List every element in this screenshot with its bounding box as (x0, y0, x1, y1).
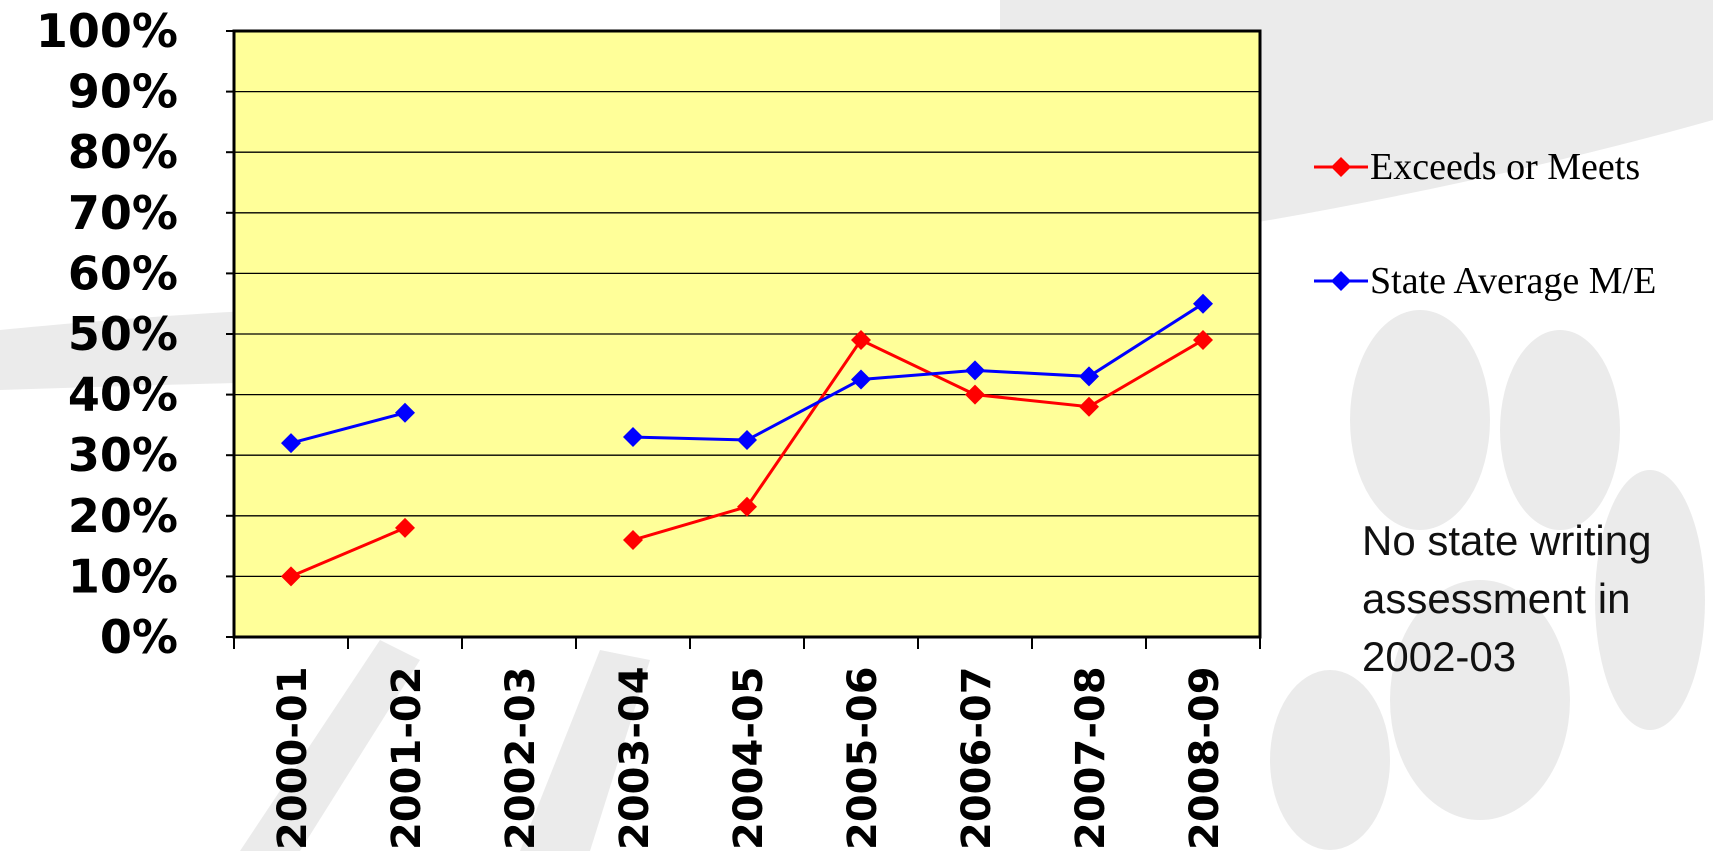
y-tick-label: 10% (68, 549, 178, 603)
y-tick-label: 100% (36, 4, 178, 58)
x-tick-label: 2004-05 (726, 666, 772, 850)
data-point (395, 517, 415, 538)
y-tick-label: 20% (68, 489, 178, 543)
annotation-note: No state writing assessment in 2002-03 (1362, 517, 1652, 680)
y-tick-label: 70% (68, 186, 178, 240)
y-tick-label: 80% (68, 125, 178, 179)
legend-item: Exceeds or Meets (1314, 146, 1640, 188)
series-line (632, 302, 1204, 442)
data-point (1079, 396, 1099, 417)
x-tick-label: 2006-07 (954, 666, 1000, 850)
data-point (1193, 293, 1213, 314)
x-axis-labels: 2000-01 2001-02 2002-03 2003-04 2004-05 2005-… (270, 666, 1228, 850)
gridlines (226, 30, 1260, 638)
x-tick-label: 2003-04 (612, 666, 658, 850)
x-tick-label: 2008-09 (1182, 666, 1228, 850)
y-tick-label: 90% (68, 65, 178, 119)
y-tick-label: 40% (68, 368, 178, 422)
data-point (737, 496, 757, 517)
plot-frame (232, 29, 1262, 639)
data-point (395, 402, 415, 423)
series-line (290, 526, 406, 578)
legend-label: State Average M/E (1370, 260, 1656, 302)
y-tick-label: 30% (68, 428, 178, 482)
legend: Exceeds or Meets State Average M/E (1314, 146, 1656, 302)
y-tick-label: 50% (68, 307, 178, 361)
data-point (623, 427, 643, 448)
data-point (623, 530, 643, 551)
series-line (632, 338, 1204, 542)
x-tick-label: 2007-08 (1068, 666, 1114, 850)
data-point (851, 330, 871, 351)
y-tick-label: 60% (68, 246, 178, 300)
data-point (737, 430, 757, 451)
x-tick-label: 2000-01 (270, 666, 316, 850)
series-state-average-m-e (281, 293, 1213, 454)
data-point (965, 360, 985, 381)
y-axis-labels: 0% 10% 20% 30% 40% 50% 60% 70% 80% 90% 100% (36, 4, 178, 664)
series-line (290, 411, 406, 445)
legend-marker (1331, 157, 1351, 177)
x-tick-label: 2001-02 (384, 666, 430, 850)
data-point (851, 369, 871, 390)
data-point (965, 384, 985, 405)
data-point (1193, 330, 1213, 351)
data-point (1079, 366, 1099, 387)
x-tick-label: 2002-03 (498, 666, 544, 850)
y-tick-label: 0% (100, 610, 178, 664)
legend-item: State Average M/E (1314, 260, 1656, 302)
x-tick-label: 2005-06 (840, 666, 886, 850)
data-point (281, 566, 301, 587)
legend-label: Exceeds or Meets (1370, 146, 1640, 188)
series-layer (281, 293, 1213, 587)
legend-marker (1331, 271, 1351, 291)
data-point (281, 433, 301, 454)
series-exceeds-or-meets (281, 330, 1213, 587)
axes (232, 29, 1262, 649)
